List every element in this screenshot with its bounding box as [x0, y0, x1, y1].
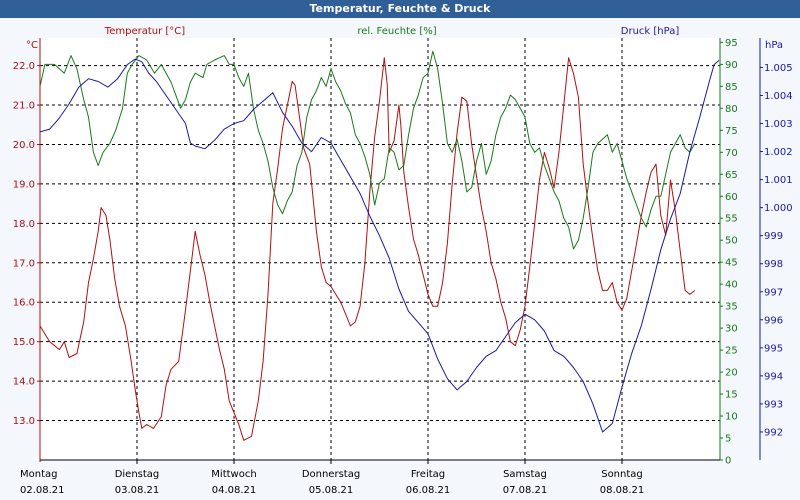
pressure-tick-label: 996 — [764, 315, 783, 326]
x-label-day: Montag — [20, 469, 57, 480]
pressure-tick-label: 1.004 — [764, 91, 793, 102]
humidity-tick-label: 15 — [725, 390, 738, 401]
temperature-tick-label: 17.0 — [13, 258, 35, 269]
humidity-tick-label: 20 — [725, 368, 738, 379]
pressure-tick-label: 1.000 — [764, 203, 793, 214]
x-label-day: Freitag — [411, 469, 445, 480]
pressure-tick-label: 994 — [764, 371, 783, 382]
x-label-day: Dienstag — [115, 469, 160, 480]
temperature-tick-label: 18.0 — [13, 219, 35, 230]
x-label-date: 05.08.21 — [309, 485, 354, 496]
humidity-tick-label: 0 — [725, 456, 731, 467]
x-labels: Montag 02.08.21 Dienstag 03.08.21 Mittwoch 04… — [20, 460, 644, 496]
temperature-tick-label: 19.0 — [13, 179, 35, 190]
pressure-tick-label: 993 — [764, 399, 783, 410]
humidity-tick-label: 65 — [725, 170, 738, 181]
window-title: Temperatur, Feuchte & Druck — [0, 0, 800, 18]
pressure-line — [39, 58, 720, 433]
humidity-tick-label: 60 — [725, 192, 738, 203]
x-label-day: Samstag — [503, 469, 547, 480]
temperature-tick-label: 16.0 — [13, 298, 35, 309]
pressure-tick-label: 1.001 — [764, 175, 793, 186]
humidity-tick-label: 45 — [725, 258, 738, 269]
x-label-date: 03.08.21 — [115, 485, 160, 496]
grid — [40, 38, 720, 460]
humidity-tick-label: 10 — [725, 412, 738, 423]
temperature-line — [39, 57, 696, 441]
temperature-tick-label: 22.0 — [13, 61, 35, 72]
pressure-tick-label: 1.002 — [764, 147, 793, 158]
x-label-date: 08.08.21 — [600, 485, 645, 496]
temperature-tick-label: 21.0 — [13, 101, 35, 112]
x-label-day: Mittwoch — [211, 469, 256, 480]
humidity-tick-label: 80 — [725, 104, 738, 115]
humidity-tick-label: 90 — [725, 60, 738, 71]
pressure-tick-label: 1.003 — [764, 119, 793, 130]
pressure-tick-label: 997 — [764, 287, 783, 298]
pressure-tick-label: 998 — [764, 259, 783, 270]
temperature-axis-label: Temperatur [°C] — [104, 26, 185, 37]
plot-area — [40, 38, 720, 460]
x-label-date: 04.08.21 — [212, 485, 257, 496]
humidity-tick-label: 5 — [725, 434, 731, 445]
humidity-line — [39, 50, 696, 250]
x-label-day: Donnerstag — [302, 469, 360, 480]
pressure-tick-label: 995 — [764, 343, 783, 354]
x-label-day: Sonntag — [601, 469, 643, 480]
x-label-date: 02.08.21 — [20, 485, 65, 496]
temperature-unit: °C — [26, 40, 38, 51]
temperature-tick-label: 14.0 — [13, 377, 35, 388]
axis-headers: °C Temperatur [°C] rel. Feuchte [%] Druck [… — [26, 26, 783, 51]
humidity-tick-label: 95 — [725, 38, 738, 49]
pressure-tick-label: 992 — [764, 427, 783, 438]
series — [39, 50, 720, 441]
humidity-tick-label: 35 — [725, 302, 738, 313]
humidity-tick-label: 55 — [725, 214, 738, 225]
pressure-tick-label: 1.005 — [764, 63, 793, 74]
humidity-tick-label: 30 — [725, 324, 738, 335]
x-label-date: 07.08.21 — [503, 485, 548, 496]
x-label-date: 06.08.21 — [406, 485, 451, 496]
pressure-axis-label: Druck [hPa] — [621, 26, 680, 37]
humidity-tick-label: 70 — [725, 148, 738, 159]
temperature-tick-label: 20.0 — [13, 140, 35, 151]
humidity-tick-label: 75 — [725, 126, 738, 137]
humidity-tick-label: 85 — [725, 82, 738, 93]
humidity-axis-label: rel. Feuchte [%] — [357, 26, 436, 37]
temperature-tick-label: 15.0 — [13, 337, 35, 348]
humidity-tick-label: 50 — [725, 236, 738, 247]
humidity-tick-label: 25 — [725, 346, 738, 357]
humidity-tick-label: 40 — [725, 280, 738, 291]
pressure-tick-label: 999 — [764, 231, 783, 242]
pressure-unit: hPa — [765, 40, 783, 51]
temperature-tick-label: 13.0 — [13, 416, 35, 427]
tick-labels: 13.0 14.0 15.0 16.0 17.0 18.0 19.0 20.0 21.0 22.0… — [13, 38, 793, 467]
